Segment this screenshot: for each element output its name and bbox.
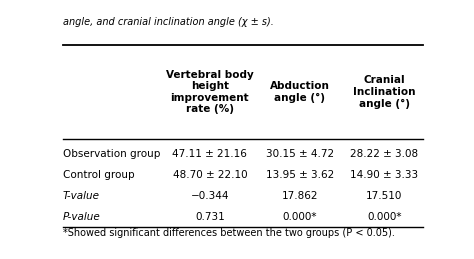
Text: 0.000*: 0.000*	[367, 212, 401, 221]
Text: *Showed significant differences between the two groups (P < 0.05).: *Showed significant differences between …	[63, 227, 395, 238]
Text: 48.70 ± 22.10: 48.70 ± 22.10	[173, 170, 247, 180]
Text: Observation group: Observation group	[63, 149, 160, 159]
Text: 13.95 ± 3.62: 13.95 ± 3.62	[266, 170, 334, 180]
Text: P-value: P-value	[63, 212, 100, 221]
Text: 30.15 ± 4.72: 30.15 ± 4.72	[266, 149, 334, 159]
Text: Cranial
Inclination
angle (°): Cranial Inclination angle (°)	[353, 75, 416, 109]
Text: angle, and cranial inclination angle (χ ± s).: angle, and cranial inclination angle (χ …	[63, 17, 274, 27]
Text: 47.11 ± 21.16: 47.11 ± 21.16	[173, 149, 247, 159]
Text: 0.731: 0.731	[195, 212, 225, 221]
Text: Vertebral body
height
improvement
rate (%): Vertebral body height improvement rate (…	[166, 69, 254, 114]
Text: −0.344: −0.344	[191, 191, 229, 201]
Text: 17.510: 17.510	[366, 191, 402, 201]
Text: 17.862: 17.862	[282, 191, 318, 201]
Text: Control group: Control group	[63, 170, 135, 180]
Text: Abduction
angle (°): Abduction angle (°)	[270, 81, 330, 103]
Text: 28.22 ± 3.08: 28.22 ± 3.08	[350, 149, 419, 159]
Text: T-value: T-value	[63, 191, 100, 201]
Text: 0.000*: 0.000*	[283, 212, 317, 221]
Text: 14.90 ± 3.33: 14.90 ± 3.33	[350, 170, 419, 180]
